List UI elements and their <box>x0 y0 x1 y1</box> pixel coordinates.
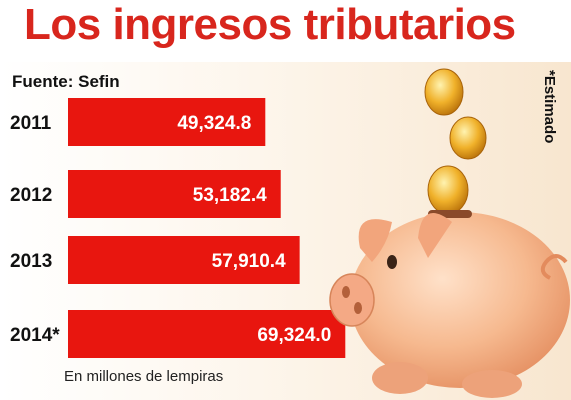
pig-body <box>350 212 570 388</box>
page-title: Los ingresos tributarios <box>24 0 516 49</box>
pig-nostril <box>354 302 362 314</box>
pig-ear <box>418 213 452 258</box>
pig-eye <box>387 255 397 269</box>
value-label: 53,182.4 <box>193 185 267 206</box>
category-label: 2013 <box>10 251 52 272</box>
value-label: 49,324.8 <box>177 113 251 134</box>
pig-tail <box>540 254 568 280</box>
bar-2012 <box>68 170 281 218</box>
pig-nostril <box>342 286 350 298</box>
pig-ear <box>358 219 392 262</box>
value-label: 69,324.0 <box>257 325 331 346</box>
bar-2014-est <box>68 310 346 358</box>
pig-leg <box>462 370 522 398</box>
coin-icon <box>427 165 469 215</box>
category-label: 2011 <box>10 113 52 134</box>
category-label: 2012 <box>10 185 52 206</box>
bar-2013 <box>68 236 300 284</box>
pig-leg <box>372 362 428 394</box>
piggy-bank-illustration <box>329 68 570 398</box>
unit-caption: En millones de lempiras <box>64 368 224 385</box>
source-label: Fuente: Sefin <box>12 72 120 91</box>
pig-snout <box>329 273 375 327</box>
coin-icon <box>424 68 464 116</box>
category-label: 2014* <box>10 325 60 346</box>
value-label: 57,910.4 <box>212 251 286 272</box>
coin-icon <box>449 116 487 160</box>
bars-layer: 2011 49,324.8 2012 53,182.4 2013 57,910.4 2014… <box>10 98 346 358</box>
bar-2011 <box>68 98 266 146</box>
